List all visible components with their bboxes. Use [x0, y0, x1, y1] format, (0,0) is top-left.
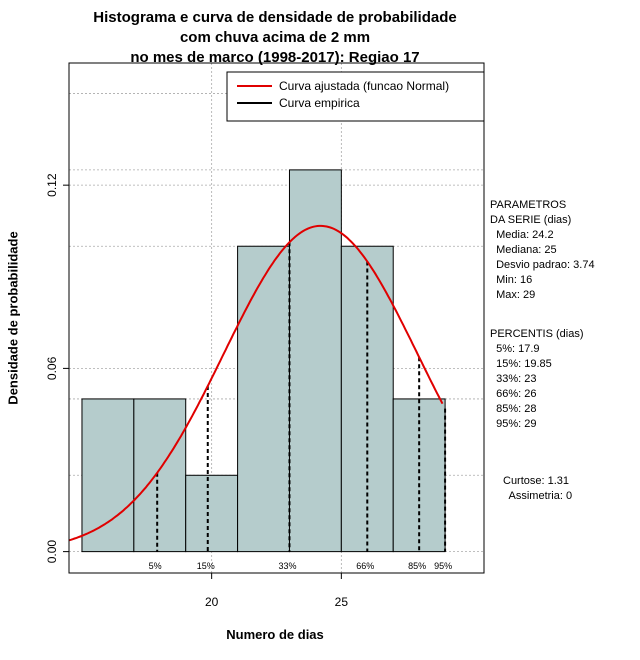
percentile-label-3: 33% [278, 561, 296, 571]
histogram-bar-2 [133, 398, 187, 553]
y-tick-label-1: 0.06 [45, 356, 59, 380]
percentile-label-5: 85% [408, 561, 426, 571]
x-tick-label-1: 25 [335, 595, 349, 609]
normal-curve-line [68, 224, 444, 542]
y-tick-label-2: 0.12 [45, 173, 59, 197]
y-axis-label: Densidade de probabilidade [5, 231, 20, 404]
legend-label-1: Curva ajustada (funcao Normal) [279, 79, 449, 93]
percentis-line-6: 85%: 28 [490, 403, 536, 415]
legend: Curva ajustada (funcao Normal) Curva empi… [226, 71, 485, 122]
chart-title: Histograma e curva de densidade de proba… [93, 9, 456, 66]
percentis-line-5: 66%: 26 [490, 388, 536, 400]
title-line-2: com chuva acima de 2 mm [180, 29, 370, 46]
percentis-line-1: PERCENTIS (dias) [490, 328, 584, 340]
percentile-label-2: 15% [197, 561, 215, 571]
params-line-6: Min: 16 [490, 274, 532, 286]
axes: 20 25 0.00 0.06 0.12 Numero de dias Densidade … [5, 173, 348, 642]
legend-label-2: Curva empirica [279, 96, 360, 110]
fitted-curve [68, 224, 444, 542]
histogram-bar-4 [237, 245, 290, 553]
x-axis-label: Numero de dias [226, 627, 324, 642]
plot-frame [68, 62, 485, 574]
percentis-line-7: 95%: 29 [490, 418, 536, 430]
params-line-1: PARAMETROS [490, 199, 566, 211]
x-tick-label-0: 20 [205, 595, 219, 609]
title-line-1: Histograma e curva de densidade de proba… [93, 9, 456, 26]
histogram-bar-1 [81, 398, 135, 553]
title-line-3: no mes de marco (1998-2017): Regiao 17 [130, 49, 419, 66]
params-line-4: Mediana: 25 [490, 244, 557, 256]
percentile-label-4: 66% [356, 561, 374, 571]
params-line-3: Media: 24.2 [490, 229, 554, 241]
percentile-lines: 5% 15% 33% 66% 85% 95% [149, 242, 452, 571]
histogram-bars [81, 169, 446, 553]
percentis-line-4: 33%: 23 [490, 373, 536, 385]
percentile-label-6: 95% [434, 561, 452, 571]
stats-line-1: Curtose: 1.31 [503, 475, 569, 487]
y-tick-label-0: 0.00 [45, 540, 59, 564]
percentis-line-2: 5%: 17.9 [490, 343, 540, 355]
legend-box [226, 71, 485, 122]
params-line-2: DA SERIE (dias) [490, 214, 571, 226]
percentile-label-1: 5% [149, 561, 162, 571]
params-line-7: Max: 29 [490, 289, 535, 301]
histogram-bar-3 [185, 474, 239, 553]
params-line-5: Desvio padrao: 3.74 [490, 259, 595, 271]
stats-line-2: Assimetria: 0 [503, 490, 572, 502]
side-panel: PARAMETROS DA SERIE (dias) Media: 24.2 Me… [490, 199, 595, 502]
percentis-line-3: 15%: 19.85 [490, 358, 552, 370]
